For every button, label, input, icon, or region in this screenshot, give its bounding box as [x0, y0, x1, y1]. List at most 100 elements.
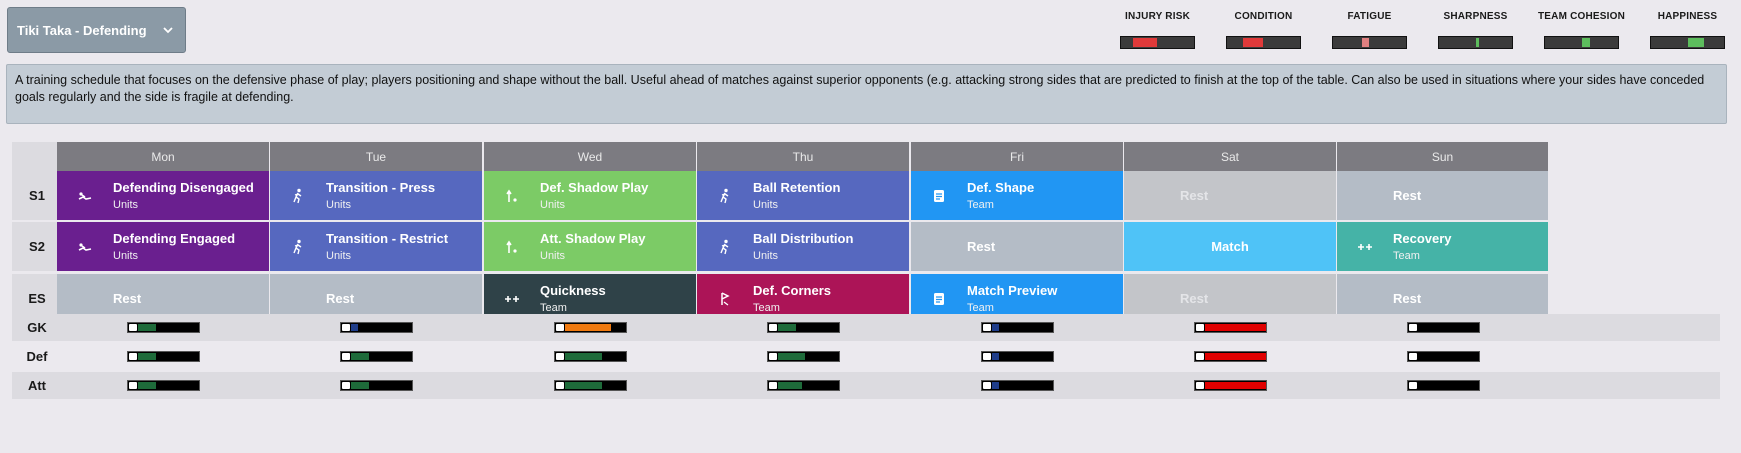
- day-header-sat: Sat: [1124, 142, 1336, 171]
- intensity-fill: [565, 382, 602, 389]
- session-unit-type: Team: [1393, 250, 1420, 262]
- session-cell-s2-sat[interactable]: Match: [1124, 222, 1336, 271]
- player-metrics: INJURY RISK CONDITION FATIGUE SHARPNESS TEAM…: [1120, 11, 1725, 49]
- metric-bar-fill: [1475, 38, 1480, 47]
- defending-icon: [57, 239, 113, 255]
- intensity-bar-sat: [1194, 380, 1267, 391]
- metric-label: TEAM COHESION: [1537, 11, 1626, 22]
- session-cell-s1-sun[interactable]: Rest: [1337, 171, 1548, 220]
- intensity-icon: [556, 324, 564, 331]
- session-title: Quickness: [540, 283, 606, 298]
- intensity-bar-sun: [1407, 380, 1480, 391]
- recovery-arrows-icon: [484, 291, 540, 307]
- schedule-description: A training schedule that focuses on the …: [6, 64, 1727, 124]
- intensity-icon: [342, 353, 350, 360]
- session-unit-type: Units: [113, 199, 139, 211]
- session-cell-s1-wed[interactable]: Def. Shadow Play Units: [484, 171, 696, 220]
- intensity-icon: [769, 382, 777, 389]
- shadow-play-icon: [484, 239, 540, 255]
- session-cell-s2-mon[interactable]: Defending Engaged Units: [57, 222, 269, 271]
- chevron-down-icon: [163, 27, 173, 34]
- session-unit-type: Team: [753, 302, 780, 314]
- metric-fatigue: FATIGUE: [1332, 11, 1407, 49]
- metric-bar-fill: [1133, 38, 1158, 47]
- intensity-bar-fri: [981, 380, 1054, 391]
- intensity-bar-mon: [127, 351, 200, 362]
- running-player-icon: [697, 188, 753, 204]
- intensity-bar-sat: [1194, 351, 1267, 362]
- intensity-bar-wed: [554, 380, 627, 391]
- metric-condition: CONDITION: [1226, 11, 1301, 49]
- intensity-icon: [769, 353, 777, 360]
- session-cell-s2-sun[interactable]: Recovery Team: [1337, 222, 1548, 271]
- session-unit-type: Team: [967, 199, 994, 211]
- metric-label: HAPPINESS: [1657, 11, 1718, 22]
- corner-flag-icon: [697, 291, 753, 307]
- metric-bar-fill: [1581, 38, 1591, 47]
- session-unit-type: Units: [326, 250, 352, 262]
- session-cell-s1-mon[interactable]: Defending Disengaged Units: [57, 171, 269, 220]
- intensity-icon: [983, 353, 991, 360]
- running-player-icon: [697, 239, 753, 255]
- intensity-bar-sat: [1194, 322, 1267, 333]
- intensity-bar-tue: [340, 380, 413, 391]
- session-cell-s1-tue[interactable]: Transition - Press Units: [270, 171, 482, 220]
- intensity-fill: [992, 324, 1000, 331]
- session-title: Rest: [1180, 291, 1209, 306]
- session-title: Rest: [1180, 188, 1209, 203]
- intensity-fill: [1205, 324, 1266, 331]
- intensity-bar-sun: [1407, 322, 1480, 333]
- session-title: Defending Engaged: [113, 231, 236, 246]
- intensity-bar-mon: [127, 322, 200, 333]
- session-title: Transition - Restrict: [326, 231, 449, 246]
- session-cell-s1-sat[interactable]: Rest: [1124, 171, 1336, 220]
- metric-bar-fill: [1243, 38, 1264, 47]
- metric-team-cohesion: TEAM COHESION: [1538, 11, 1625, 49]
- schedule-dropdown[interactable]: Tiki Taka - Defending: [7, 7, 186, 53]
- metric-bar: [1438, 36, 1513, 49]
- tactics-board-icon: [911, 291, 967, 307]
- intensity-bar-wed: [554, 322, 627, 333]
- session-cell-s2-tue[interactable]: Transition - Restrict Units: [270, 222, 482, 271]
- metric-bar: [1120, 36, 1195, 49]
- intensity-fill: [1205, 353, 1266, 360]
- session-unit-type: Units: [326, 199, 352, 211]
- intensity-icon: [129, 382, 137, 389]
- intensity-fill: [1205, 382, 1266, 389]
- intensity-bar-fri: [981, 351, 1054, 362]
- intensity-icon: [129, 324, 137, 331]
- day-header-tue: Tue: [270, 142, 482, 171]
- session-cell-s2-thu[interactable]: Ball Distribution Units: [697, 222, 909, 271]
- session-cell-s2-wed[interactable]: Att. Shadow Play Units: [484, 222, 696, 271]
- intensity-bar-fri: [981, 322, 1054, 333]
- intensity-row-label: Att: [27, 378, 47, 393]
- metric-sharpness: SHARPNESS: [1438, 11, 1513, 49]
- session-cell-s1-fri[interactable]: Def. Shape Team: [911, 171, 1123, 220]
- intensity-icon: [1409, 353, 1417, 360]
- intensity-fill: [565, 324, 611, 331]
- session-title: Rest: [967, 239, 996, 254]
- intensity-icon: [1409, 324, 1417, 331]
- intensity-bar-sun: [1407, 351, 1480, 362]
- intensity-fill: [351, 353, 370, 360]
- intensity-icon: [1409, 382, 1417, 389]
- session-title: Def. Shape: [967, 180, 1035, 195]
- intensity-row-gk: GK: [12, 314, 1720, 341]
- intensity-icon: [556, 382, 564, 389]
- metric-bar-fill: [1362, 38, 1370, 47]
- intensity-icon: [1196, 353, 1204, 360]
- session-unit-type: Units: [540, 199, 566, 211]
- session-title: Def. Shadow Play: [540, 180, 649, 195]
- session-cell-s2-fri[interactable]: Rest: [911, 222, 1123, 271]
- session-row-label: S1: [12, 171, 62, 220]
- session-row-label: S2: [12, 222, 62, 271]
- metric-bar: [1332, 36, 1407, 49]
- session-cell-s1-thu[interactable]: Ball Retention Units: [697, 171, 909, 220]
- day-header-fri: Fri: [911, 142, 1123, 171]
- session-unit-type: Units: [113, 250, 139, 262]
- session-title: Ball Retention: [753, 180, 841, 195]
- session-title: Match Preview: [967, 283, 1058, 298]
- session-title: Rest: [1393, 188, 1422, 203]
- metric-happiness: HAPPINESS: [1650, 11, 1725, 49]
- session-title: Rest: [113, 291, 142, 306]
